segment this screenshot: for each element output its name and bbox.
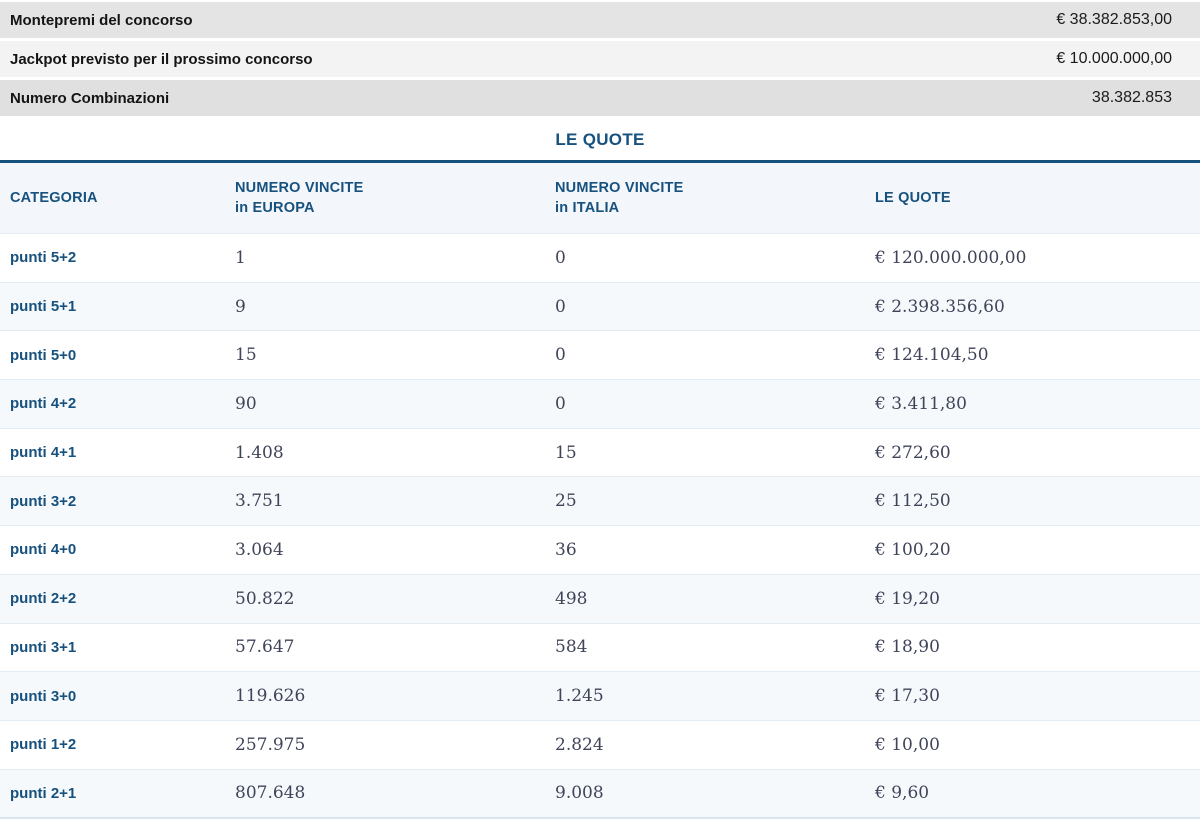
categoria-cell: punti 5+0 xyxy=(10,346,77,364)
vincite-europa-cell: 257.975 xyxy=(235,734,306,755)
table-row: punti 5+1 9 0 € 2.398.356,60 xyxy=(0,281,1200,331)
vincite-europa-cell: 807.648 xyxy=(235,783,306,804)
vincite-europa-cell: 1 xyxy=(235,247,246,268)
quota-cell: € 18,90 xyxy=(875,637,940,658)
vincite-italia-cell: 1.245 xyxy=(555,686,604,707)
vincite-europa-cell: 1.408 xyxy=(235,442,284,463)
table-row: punti 2+2 50.822 498 € 19,20 xyxy=(0,573,1200,623)
quota-cell: € 272,60 xyxy=(875,442,951,463)
vincite-italia-cell: 0 xyxy=(555,345,566,366)
summary-row-combinazioni: Numero Combinazioni 38.382.853 xyxy=(0,80,1200,116)
quota-cell: € 100,20 xyxy=(875,539,951,560)
vincite-italia-cell: 0 xyxy=(555,393,566,414)
vincite-europa-cell: 50.822 xyxy=(235,588,295,609)
vincite-italia-cell: 584 xyxy=(555,637,588,658)
table-row: punti 3+2 3.751 25 € 112,50 xyxy=(0,476,1200,526)
header-vincite-europa: NUMERO VINCITE in EUROPA xyxy=(235,180,364,216)
montepremi-label: Montepremi del concorso xyxy=(10,11,193,29)
table-header: CATEGORIA NUMERO VINCITE in EUROPA NUMER… xyxy=(0,163,1200,233)
table-row: punti 2+1 807.648 9.008 € 9,60 xyxy=(0,768,1200,818)
quota-cell: € 2.398.356,60 xyxy=(875,296,1005,317)
table-body: punti 5+2 1 0 € 120.000.000,00 punti 5+1… xyxy=(0,233,1200,820)
vincite-europa-cell: 3.064 xyxy=(235,539,284,560)
table-row: punti 5+0 15 0 € 124.104,50 xyxy=(0,330,1200,379)
categoria-cell: punti 5+2 xyxy=(10,249,77,267)
categoria-cell: punti 5+1 xyxy=(10,298,77,316)
table-row: punti 5+2 1 0 € 120.000.000,00 xyxy=(0,233,1200,282)
header-categoria: CATEGORIA xyxy=(10,190,98,206)
categoria-cell: punti 2+1 xyxy=(10,784,77,802)
categoria-cell: punti 3+0 xyxy=(10,687,77,705)
categoria-cell: punti 3+2 xyxy=(10,492,77,510)
jackpot-label: Jackpot previsto per il prossimo concors… xyxy=(10,50,313,68)
table-row: punti 3+1 57.647 584 € 18,90 xyxy=(0,622,1200,672)
combinazioni-label: Numero Combinazioni xyxy=(10,89,170,107)
table-row: punti 4+1 1.408 15 € 272,60 xyxy=(0,427,1200,477)
vincite-italia-cell: 9.008 xyxy=(555,783,604,804)
categoria-cell: punti 4+2 xyxy=(10,395,77,413)
vincite-italia-cell: 36 xyxy=(555,539,577,560)
table-row: punti 1+2 257.975 2.824 € 10,00 xyxy=(0,719,1200,769)
summary-section: Montepremi del concorso € 38.382.853,00 … xyxy=(0,2,1200,116)
quota-cell: € 112,50 xyxy=(875,491,951,512)
montepremi-value: € 38.382.853,00 xyxy=(1056,11,1172,28)
quota-cell: € 3.411,80 xyxy=(875,393,967,414)
quota-cell: € 9,60 xyxy=(875,783,930,804)
vincite-italia-cell: 0 xyxy=(555,296,566,317)
summary-row-jackpot: Jackpot previsto per il prossimo concors… xyxy=(0,41,1200,77)
vincite-europa-cell: 90 xyxy=(235,393,257,414)
categoria-cell: punti 4+1 xyxy=(10,444,77,462)
categoria-cell: punti 2+2 xyxy=(10,590,77,608)
header-le-quote: LE QUOTE xyxy=(875,190,951,206)
vincite-europa-cell: 119.626 xyxy=(235,686,306,707)
quota-cell: € 120.000.000,00 xyxy=(875,247,1027,268)
jackpot-value: € 10.000.000,00 xyxy=(1056,50,1172,67)
quota-cell: € 19,20 xyxy=(875,588,940,609)
combinazioni-value: 38.382.853 xyxy=(1091,89,1172,106)
quota-cell: € 10,00 xyxy=(875,734,940,755)
section-title-le-quote: LE QUOTE xyxy=(0,119,1200,163)
table-row: punti 3+0 119.626 1.245 € 17,30 xyxy=(0,671,1200,720)
vincite-europa-cell: 57.647 xyxy=(235,637,295,658)
header-vincite-italia: NUMERO VINCITE in ITALIA xyxy=(555,180,684,216)
table-row: punti 4+0 3.064 36 € 100,20 xyxy=(0,525,1200,574)
categoria-cell: punti 4+0 xyxy=(10,541,77,559)
vincite-europa-cell: 9 xyxy=(235,296,246,317)
vincite-europa-cell: 3.751 xyxy=(235,491,284,512)
vincite-italia-cell: 0 xyxy=(555,247,566,268)
vincite-italia-cell: 25 xyxy=(555,491,577,512)
vincite-italia-cell: 15 xyxy=(555,442,577,463)
vincite-europa-cell: 15 xyxy=(235,345,257,366)
categoria-cell: punti 1+2 xyxy=(10,736,77,754)
vincite-italia-cell: 2.824 xyxy=(555,734,604,755)
table-row: punti 4+2 90 0 € 3.411,80 xyxy=(0,379,1200,428)
quote-table: CATEGORIA NUMERO VINCITE in EUROPA NUMER… xyxy=(0,163,1200,820)
quota-cell: € 17,30 xyxy=(875,686,940,707)
categoria-cell: punti 3+1 xyxy=(10,638,77,656)
summary-row-montepremi: Montepremi del concorso € 38.382.853,00 xyxy=(0,2,1200,38)
vincite-italia-cell: 498 xyxy=(555,588,588,609)
quota-cell: € 124.104,50 xyxy=(875,345,989,366)
